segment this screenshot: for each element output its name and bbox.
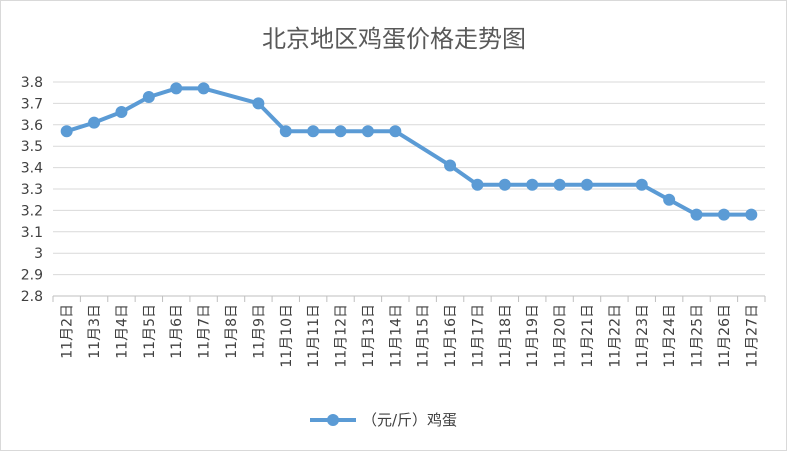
y-tick-label: 2.9 [21, 268, 43, 284]
y-tick-label: 3.6 [21, 118, 43, 134]
x-tick-label: 11月4日 [114, 304, 130, 359]
data-point[interactable] [279, 125, 292, 138]
x-tick-label: 11月20日 [553, 304, 569, 368]
y-tick-label: 3.8 [21, 75, 43, 91]
data-point[interactable] [635, 178, 648, 191]
x-tick-label: 11月25日 [690, 304, 706, 368]
data-point[interactable] [361, 125, 374, 138]
data-point[interactable] [745, 208, 758, 221]
data-point[interactable] [690, 208, 703, 221]
data-point[interactable] [197, 82, 210, 95]
legend[interactable]: （元/斤）鸡蛋 [310, 411, 457, 429]
series-line [64, 86, 754, 217]
gridlines [53, 81, 765, 276]
x-tick-label: 11月9日 [251, 304, 267, 359]
data-point[interactable] [252, 97, 265, 110]
x-tick-label: 11月7日 [197, 304, 213, 359]
data-point[interactable] [717, 208, 730, 221]
x-tick-label: 11月2日 [60, 304, 76, 359]
axes [52, 295, 766, 302]
y-tick-label: 3.4 [21, 161, 43, 177]
x-tick-label: 11月17日 [470, 304, 486, 368]
x-tick-label: 11月6日 [169, 304, 185, 359]
x-tick-label: 11月22日 [607, 304, 623, 368]
data-point[interactable] [115, 105, 128, 118]
data-point[interactable] [581, 178, 593, 191]
data-point[interactable] [471, 178, 484, 191]
chart-title: 北京地区鸡蛋价格走势图 [262, 25, 526, 53]
data-point[interactable] [498, 178, 511, 191]
x-tick-label: 11月21日 [580, 304, 596, 368]
data-point[interactable] [307, 125, 320, 138]
x-tick-label: 11月15日 [416, 304, 432, 368]
series-layer [60, 82, 758, 221]
y-tick-label: 3.1 [21, 225, 43, 241]
x-tick-label: 11月10日 [279, 304, 295, 368]
x-tick-label: 11月24日 [662, 304, 678, 368]
data-point[interactable] [553, 178, 566, 191]
x-tick-label: 11月16日 [443, 304, 459, 368]
y-tick-label: 3.3 [21, 182, 43, 198]
x-tick-label: 11月27日 [744, 304, 760, 368]
x-tick-label: 11月18日 [498, 304, 514, 368]
y-axis-ticks: 2.8 2.9 3 3.1 3.2 3.3 3.4 3.5 3.6 3.7 3.8 [21, 75, 43, 305]
x-tick-label: 11月14日 [388, 304, 404, 368]
legend-entry-label: （元/斤）鸡蛋 [362, 411, 457, 429]
data-point[interactable] [60, 125, 73, 138]
y-tick-label: 3.2 [21, 203, 43, 219]
y-tick-label: 2.8 [21, 289, 43, 305]
data-point[interactable] [389, 125, 402, 138]
data-point[interactable] [334, 125, 347, 138]
data-point[interactable] [444, 159, 457, 172]
y-tick-label: 3 [34, 246, 43, 262]
data-point[interactable] [142, 90, 155, 103]
x-axis-ticks: 11月2日 11月3日 11月4日 11月5日 11月6日 11月7日 11月8日 11月9日… [60, 304, 761, 368]
data-point[interactable] [526, 178, 539, 191]
x-tick-label: 11月19日 [525, 304, 541, 368]
x-tick-label: 11月23日 [635, 304, 651, 368]
data-point[interactable] [88, 116, 101, 129]
data-point[interactable] [170, 82, 183, 95]
x-tick-label: 11月3日 [87, 304, 103, 359]
x-tick-label: 11月12日 [334, 304, 350, 368]
legend-point-marker [327, 414, 339, 426]
x-tick-label: 11月5日 [142, 304, 158, 359]
x-tick-label: 11月26日 [717, 304, 733, 368]
y-tick-label: 3.7 [21, 96, 43, 112]
y-tick-label: 3.5 [21, 139, 43, 155]
x-tick-label: 11月8日 [224, 304, 240, 359]
x-tick-label: 11月13日 [361, 304, 377, 368]
x-tick-label: 11月11日 [306, 304, 322, 368]
data-point[interactable] [663, 193, 676, 206]
